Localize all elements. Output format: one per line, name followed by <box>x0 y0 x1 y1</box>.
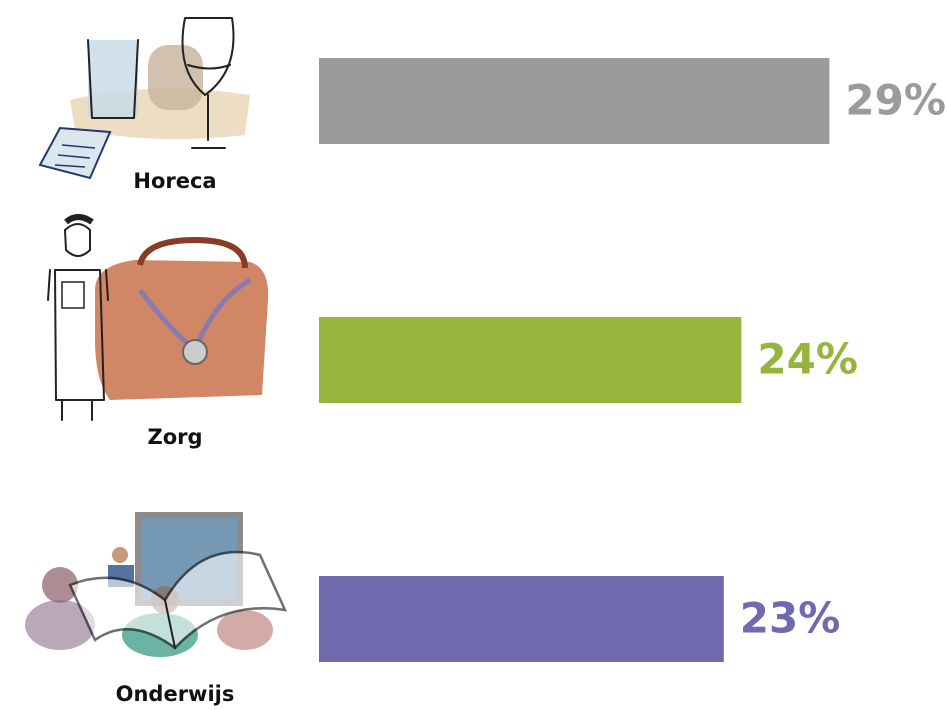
onderwijs-illustration <box>25 512 288 657</box>
value-label: 29% <box>845 76 946 125</box>
value-label: 24% <box>757 335 858 384</box>
bar <box>319 576 724 662</box>
category-label: Onderwijs <box>116 682 235 706</box>
category-label: Zorg <box>147 425 202 449</box>
horeca-illustration <box>38 17 250 180</box>
zorg-illustration <box>47 214 269 421</box>
bar <box>319 58 830 144</box>
category-label: Horeca <box>133 169 216 193</box>
value-label: 23% <box>740 594 841 643</box>
bar <box>319 317 742 403</box>
